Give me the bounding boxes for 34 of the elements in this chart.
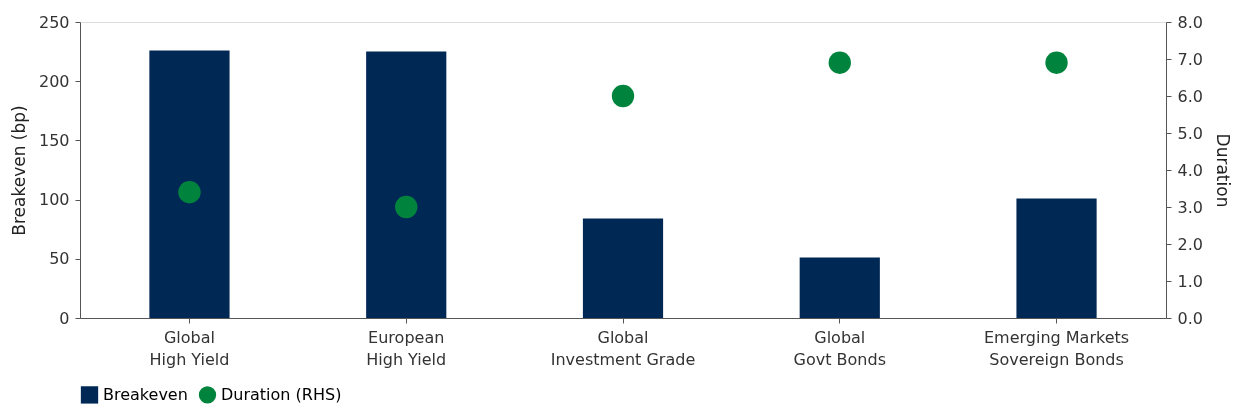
y2-tick-label: 5.0 [1177, 123, 1203, 143]
y2-tick-label: 3.0 [1177, 197, 1203, 217]
x-tick-label: European High Yield [366, 327, 447, 369]
y-tick-label: 0 [59, 308, 70, 328]
y-tick-label: 250 [38, 12, 70, 32]
bar [1016, 198, 1097, 318]
point [178, 181, 201, 204]
y2-tick-label: 2.0 [1177, 234, 1203, 254]
y-tick-label: 100 [38, 190, 70, 210]
bar [366, 51, 447, 318]
y2-tick-label: 7.0 [1177, 49, 1203, 69]
bar [799, 257, 880, 318]
y2-tick-label: 0.0 [1177, 308, 1203, 328]
y-axis-title: Breakeven (bp) [8, 105, 29, 236]
x-tick-label: Emerging Markets Sovereign Bonds [983, 327, 1130, 369]
x-tick-label: Global Govt Bonds [793, 327, 886, 369]
x-tick-label: Global High Yield [149, 327, 230, 369]
legend-label: Breakeven [103, 384, 188, 404]
legend-label: Duration (RHS) [221, 384, 342, 404]
y2-tick-label: 1.0 [1177, 271, 1203, 291]
bar [149, 50, 230, 318]
y2-tick-label: 8.0 [1177, 12, 1203, 32]
y-tick-label: 200 [38, 71, 70, 91]
y2-tick-label: 6.0 [1177, 86, 1203, 106]
bar [582, 218, 664, 318]
point [611, 84, 635, 108]
y-tick-label: 150 [38, 130, 70, 150]
y-tick-label: 50 [49, 249, 70, 269]
point [828, 51, 851, 74]
y2-tick-label: 4.0 [1177, 160, 1203, 180]
y2-axis-title: Duration [1212, 133, 1233, 208]
x-tick-label: Global Investment Grade [550, 327, 696, 369]
point [395, 195, 418, 219]
point [1045, 51, 1068, 74]
